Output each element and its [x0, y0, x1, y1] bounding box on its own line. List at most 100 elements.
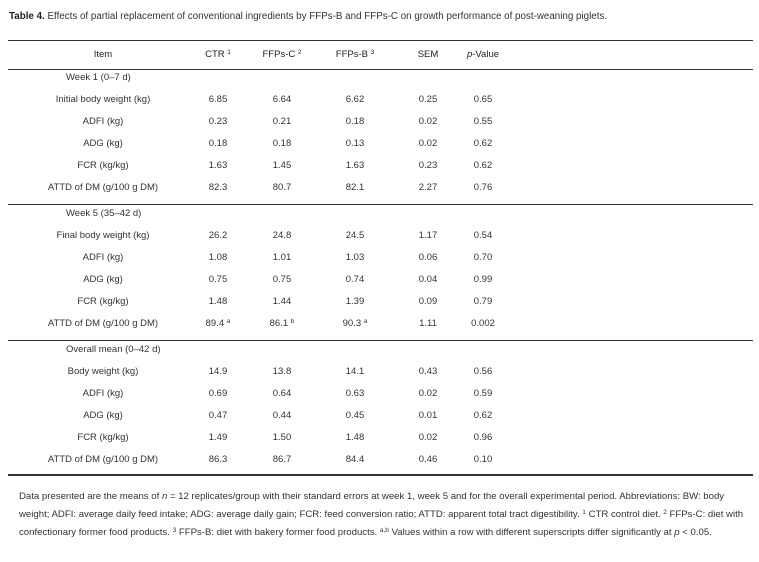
- value-cell: 1.17: [388, 225, 468, 247]
- value-text: 0.47: [208, 410, 228, 421]
- section-rule: [8, 340, 753, 341]
- table-row: ATTD of DM (g/100 g DM) 89.4 a 86.1 b 90.3 …: [0, 313, 759, 335]
- value-text: 1.50: [272, 432, 292, 443]
- fn-text: Data presented are the means of: [19, 491, 162, 502]
- value-text: 0.18: [208, 138, 228, 149]
- header-ctr: CTR 1: [178, 44, 258, 66]
- value-text: 89.4: [205, 318, 227, 329]
- value-cell: 1.44: [242, 291, 322, 313]
- value-text: 0.25: [418, 94, 438, 105]
- value-cell: 1.48: [315, 427, 395, 449]
- value-text: 0.54: [473, 230, 493, 241]
- value-text: 0.02: [418, 388, 438, 399]
- value-text: 0.62: [473, 410, 493, 421]
- group-row: Week 1 (0–7 d): [0, 67, 759, 89]
- value-cell: 1.63: [315, 155, 395, 177]
- header-item: Item: [3, 44, 203, 66]
- value-text: 24.5: [345, 230, 365, 241]
- value-cell: 0.46: [388, 449, 468, 471]
- header-suffix: -Value: [472, 49, 500, 60]
- fn-text: CTR control diet.: [585, 509, 664, 520]
- item-cell: ADG (kg): [83, 410, 123, 421]
- value-text: 86.7: [272, 454, 292, 465]
- value-text: 26.2: [208, 230, 228, 241]
- header-p-value: p-Value: [443, 44, 523, 66]
- value-text: 84.4: [345, 454, 365, 465]
- value-cell: 0.62: [443, 133, 523, 155]
- value-sup: a: [363, 318, 368, 325]
- value-text: 0.02: [418, 432, 438, 443]
- item-cell: ADG (kg): [83, 274, 123, 285]
- item-cell: ATTD of DM (g/100 g DM): [47, 454, 159, 465]
- value-text: 1.63: [208, 160, 228, 171]
- value-text: 0.65: [473, 94, 493, 105]
- value-text: 82.1: [345, 182, 365, 193]
- value-cell: 2.27: [388, 177, 468, 199]
- table-label: Table 4.: [9, 11, 45, 22]
- value-cell: 0.43: [388, 361, 468, 383]
- value-cell: 86.1 b: [242, 313, 322, 335]
- table-row: ADFI (kg) 1.08 1.01 1.03 0.06 0.70: [0, 247, 759, 269]
- section-rule: [8, 204, 753, 205]
- value-cell: 0.25: [388, 89, 468, 111]
- value-cell: 1.48: [178, 291, 258, 313]
- fn-text: = 12 replicates/group with their standar…: [19, 491, 725, 520]
- value-text: 0.002: [471, 318, 495, 329]
- value-text: 0.62: [473, 138, 493, 149]
- value-text: 0.44: [272, 410, 292, 421]
- fn-text: FFPs-C: diet with confectionary former f…: [19, 509, 744, 538]
- value-cell: 6.64: [242, 89, 322, 111]
- item-cell: ADFI (kg): [82, 388, 124, 399]
- value-cell: 26.2: [178, 225, 258, 247]
- value-text: 0.23: [208, 116, 228, 127]
- value-cell: 1.01: [242, 247, 322, 269]
- value-cell: 84.4: [315, 449, 395, 471]
- fn-text: < 0.05.: [679, 527, 712, 538]
- value-text: 13.8: [272, 366, 292, 377]
- value-cell: 86.7: [242, 449, 322, 471]
- item-cell: ADFI (kg): [82, 116, 124, 127]
- table-row: ADFI (kg) 0.23 0.21 0.18 0.02 0.55: [0, 111, 759, 133]
- header-text: p: [466, 49, 473, 60]
- value-cell: 0.06: [388, 247, 468, 269]
- item-cell: ATTD of DM (g/100 g DM): [47, 318, 159, 329]
- value-cell: 1.08: [178, 247, 258, 269]
- header-rule: [8, 69, 753, 70]
- table-row: ADG (kg) 0.47 0.44 0.45 0.01 0.62: [0, 405, 759, 427]
- value-text: 0.75: [272, 274, 292, 285]
- value-text: 0.18: [272, 138, 292, 149]
- header-sem: SEM: [388, 44, 468, 66]
- value-text: 1.11: [419, 318, 437, 329]
- fn-sup: 1: [582, 509, 586, 516]
- value-cell: 0.13: [315, 133, 395, 155]
- value-cell: 0.18: [242, 133, 322, 155]
- value-cell: 0.21: [242, 111, 322, 133]
- value-cell: 0.10: [443, 449, 523, 471]
- value-sup: b: [290, 318, 295, 325]
- header-ffps-b: FFPs-B 3: [315, 44, 395, 66]
- value-cell: 0.59: [443, 383, 523, 405]
- value-text: 1.44: [272, 296, 292, 307]
- value-text: 0.79: [473, 296, 493, 307]
- table-caption: Table 4. Effects of partial replacement …: [9, 11, 607, 22]
- value-text: 0.45: [345, 410, 365, 421]
- value-text: 1.48: [208, 296, 228, 307]
- value-text: 0.09: [418, 296, 438, 307]
- value-text: 90.3: [342, 318, 364, 329]
- section-rule: [8, 474, 753, 476]
- value-text: 0.63: [345, 388, 365, 399]
- value-text: 0.06: [418, 252, 438, 263]
- fn-sup: 3: [172, 527, 177, 534]
- value-text: 1.48: [345, 432, 365, 443]
- fn-sup: 2: [663, 509, 667, 516]
- value-cell: 0.44: [242, 405, 322, 427]
- item-cell: ADG (kg): [83, 138, 123, 149]
- table-row: Initial body weight (kg) 6.85 6.64 6.62 0.25…: [0, 89, 759, 111]
- value-text: 1.01: [272, 252, 292, 263]
- value-text: 0.64: [272, 388, 292, 399]
- value-cell: 0.01: [388, 405, 468, 427]
- value-text: 0.18: [345, 116, 365, 127]
- value-text: 0.76: [473, 182, 493, 193]
- table-row: ATTD of DM (g/100 g DM) 82.3 80.7 82.1 2.27 0…: [0, 177, 759, 199]
- item-cell: FCR (kg/kg): [77, 296, 129, 307]
